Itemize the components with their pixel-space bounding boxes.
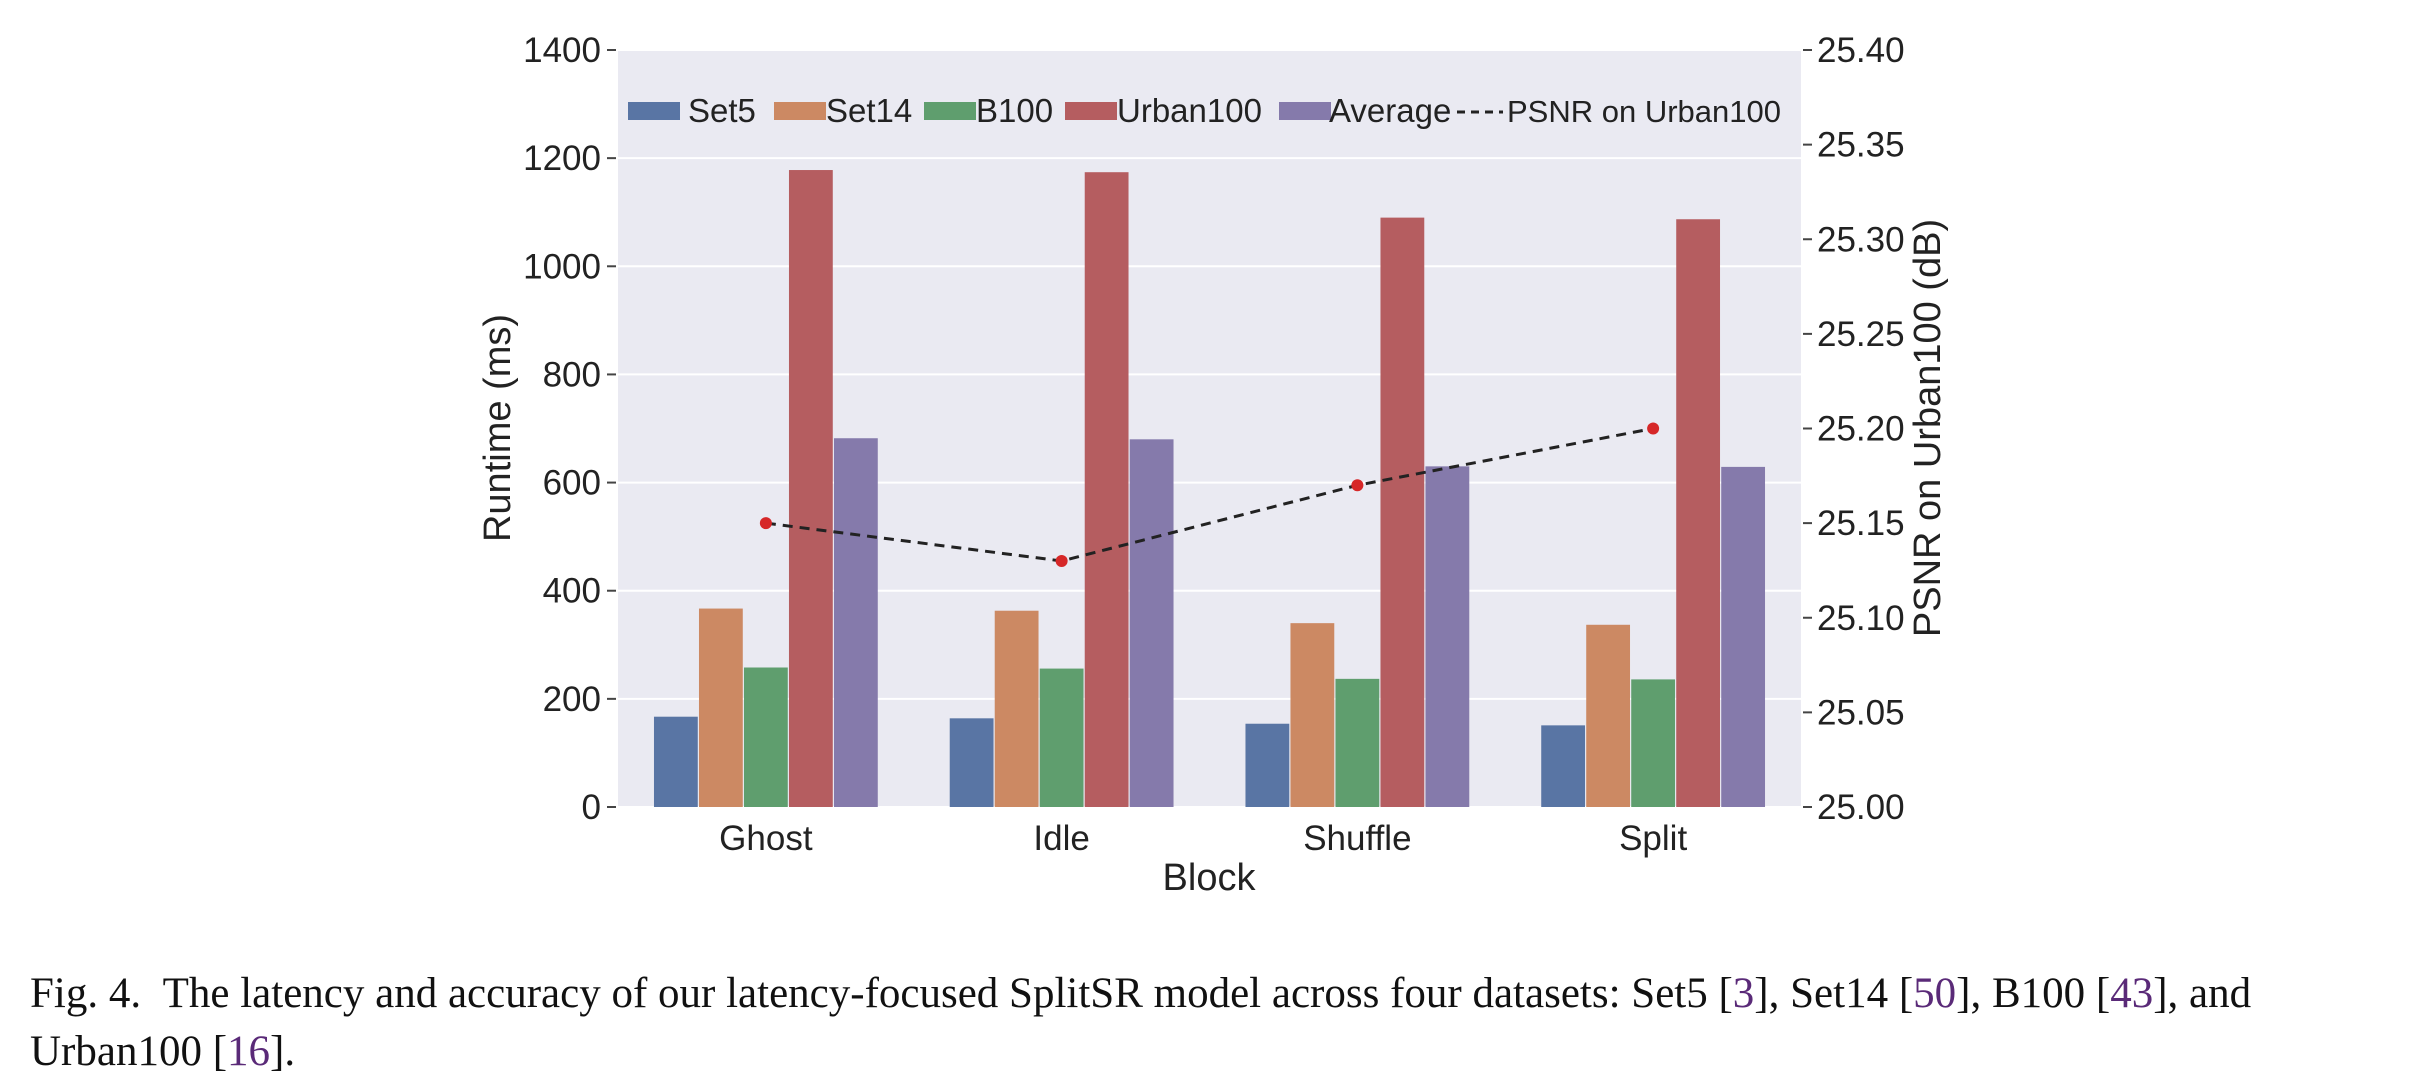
x-tick-label: Split [1619, 819, 1687, 858]
bar-set5-split [1541, 725, 1586, 807]
bars [653, 170, 1766, 808]
legend-label-b100: B100 [976, 92, 1053, 129]
y-axis-ticks: 0 200 400 600 800 1000 1200 1400 [523, 31, 616, 827]
legend-swatch-average [1279, 102, 1331, 120]
y-tick-label: 1200 [523, 139, 601, 178]
legend-label-set14: Set14 [826, 92, 912, 129]
psnr-point-split [1647, 422, 1660, 435]
y-tick-label: 0 [582, 788, 601, 827]
legend-swatch-urban100 [1065, 102, 1117, 120]
y-axis-label: Runtime (ms) [477, 314, 519, 542]
x-axis-label: Block [1163, 857, 1257, 899]
y-tick-label: 400 [543, 572, 601, 611]
caption-text-a: The latency and accuracy of our latency-… [162, 970, 1733, 1017]
y-tick-label: 1000 [523, 247, 601, 286]
bar-set14-ghost [698, 608, 743, 807]
y2-tick-label: 25.15 [1817, 504, 1905, 543]
caption-ref-urban100[interactable]: 16 [227, 1028, 271, 1075]
y2-tick-label: 25.35 [1817, 126, 1905, 165]
bar-set14-idle [994, 610, 1039, 807]
bar-set14-split [1586, 624, 1631, 807]
caption-text-d: ], and Urban100 [ [30, 970, 2252, 1075]
y2-tick-label: 25.40 [1817, 31, 1905, 70]
bar-set14-shuffle [1290, 623, 1335, 807]
bar-average-split [1721, 466, 1766, 807]
caption-text-e: ]. [270, 1028, 296, 1075]
y2-tick-label: 25.05 [1817, 693, 1905, 732]
bar-b100-idle [1039, 668, 1084, 807]
bar-b100-shuffle [1335, 678, 1380, 807]
psnr-point-ghost [759, 517, 772, 530]
caption-ref-set5[interactable]: 3 [1732, 970, 1755, 1017]
x-tick-label: Shuffle [1303, 819, 1411, 858]
legend: Set5 Set14 B100 Urban100 Average PSNR on… [628, 92, 1781, 129]
psnr-line [765, 427, 1654, 563]
caption-ref-set14[interactable]: 50 [1913, 970, 1957, 1017]
bar-set5-ghost [653, 716, 698, 807]
y2-tick-label: 25.10 [1817, 599, 1905, 638]
legend-label-psnr: PSNR on Urban100 [1507, 94, 1781, 129]
y2-tick-label: 25.00 [1817, 788, 1905, 827]
caption-text-b: ], Set14 [ [1754, 970, 1914, 1017]
legend-swatch-set5 [628, 102, 680, 120]
bar-average-ghost [833, 438, 878, 807]
psnr-point-shuffle [1351, 479, 1364, 492]
bar-urban100-split [1676, 219, 1721, 807]
bar-b100-ghost [743, 667, 788, 807]
legend-label-urban100: Urban100 [1117, 92, 1262, 129]
figure-caption: Fig. 4. The latency and accuracy of our … [30, 965, 2410, 1081]
bar-average-shuffle [1425, 466, 1470, 807]
runtime-psnr-chart: 0 200 400 600 800 1000 1200 1400 25.00 25.05 25.1… [477, 31, 1949, 899]
x-axis-ticks: Ghost Idle Shuffle Split [719, 819, 1687, 858]
y-tick-label: 200 [543, 680, 601, 719]
legend-label-set5: Set5 [688, 92, 756, 129]
y2-tick-label: 25.20 [1817, 410, 1905, 449]
legend-swatch-b100 [924, 102, 976, 120]
caption-text-c: ], B100 [ [1956, 970, 2111, 1017]
caption-label: Fig. 4. [30, 970, 142, 1017]
bar-average-idle [1129, 439, 1174, 807]
y-tick-label: 600 [543, 464, 601, 503]
psnr-point-idle [1055, 554, 1068, 567]
caption-ref-b100[interactable]: 43 [2110, 970, 2154, 1017]
bar-urban100-idle [1084, 172, 1129, 808]
y-tick-label: 1400 [523, 31, 601, 70]
y-tick-label: 800 [543, 355, 601, 394]
x-tick-label: Idle [1033, 819, 1089, 858]
legend-label-average: Average [1329, 92, 1451, 129]
y2-tick-label: 25.30 [1817, 220, 1905, 259]
y2-axis-label: PSNR on Urban100 (dB) [1907, 219, 1949, 637]
y2-axis-ticks: 25.00 25.05 25.10 25.15 25.20 25.25 25.30 25.35… [1803, 31, 1905, 827]
bar-urban100-ghost [788, 170, 833, 807]
bar-set5-idle [949, 718, 994, 807]
y2-tick-label: 25.25 [1817, 315, 1905, 354]
x-tick-label: Ghost [719, 819, 813, 858]
bar-urban100-shuffle [1380, 217, 1425, 807]
legend-swatch-set14 [774, 102, 826, 120]
bar-b100-split [1631, 679, 1676, 807]
bar-set5-shuffle [1245, 723, 1290, 807]
psnr-line-series [759, 422, 1660, 567]
